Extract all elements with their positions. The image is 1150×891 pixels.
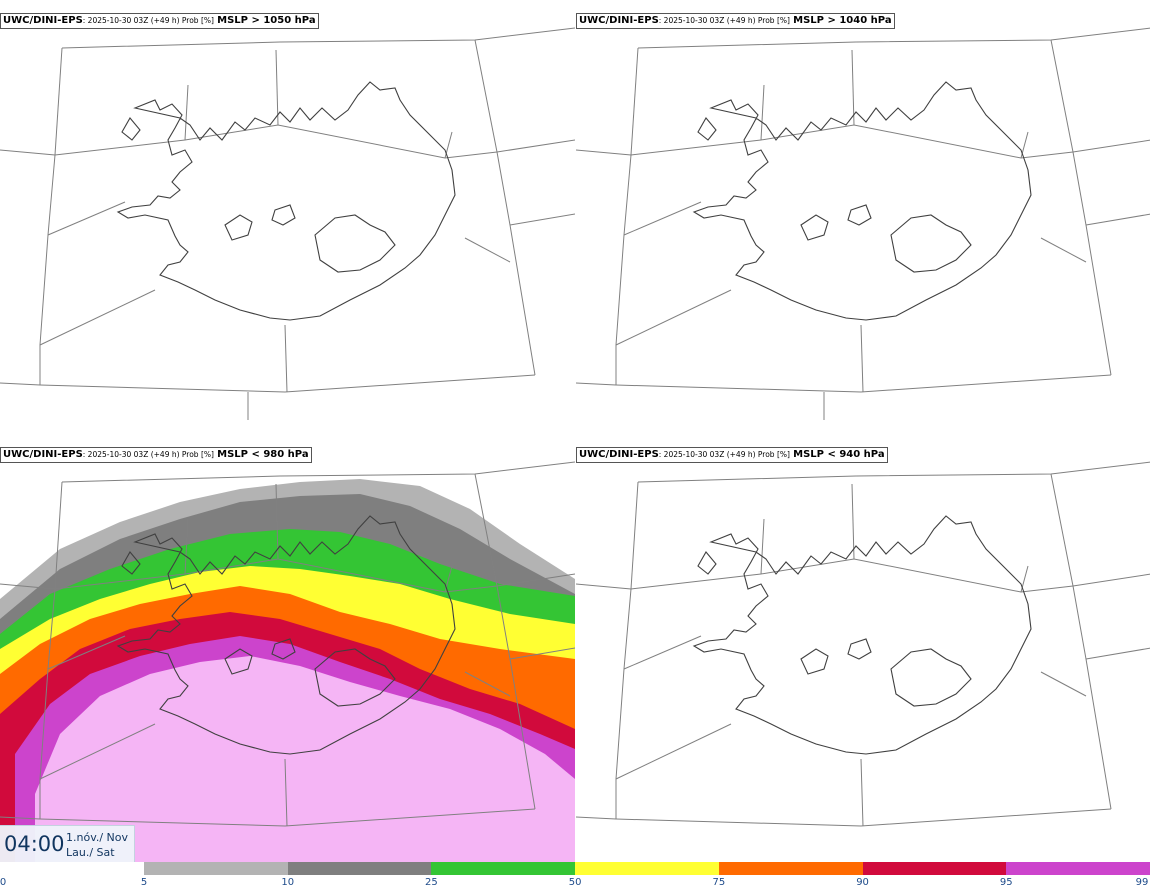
valid-time: 04:00 [4, 832, 65, 856]
field-name: MSLP < 940 hPa [793, 449, 885, 460]
field-name: MSLP > 1040 hPa [793, 15, 892, 26]
colorbar-segment [862, 862, 1007, 875]
map-canvas [576, 461, 1150, 827]
map-canvas [0, 461, 575, 866]
colorbar-segment [0, 862, 144, 875]
colorbar-segment [1006, 862, 1150, 875]
colorbar-segment [144, 862, 288, 875]
map-panel-mslp-lt-940: UWC/DINI-EPS: 2025-10-30 03Z (+49 h) Pro… [576, 434, 1150, 866]
colorbar-tick-label: 25 [425, 877, 438, 888]
map-panel-mslp-gt-1040: UWC/DINI-EPS: 2025-10-30 03Z (+49 h) Pro… [576, 0, 1150, 432]
map-canvas [0, 27, 575, 420]
run-info: : 2025-10-30 03Z (+49 h) Prob [%] [82, 16, 214, 25]
colorbar-tick-label: 0 [0, 877, 7, 888]
map-canvas [576, 27, 1150, 420]
iceland-coastline [692, 81, 1032, 321]
colorbar-segment [287, 862, 432, 875]
colorbar-segment [575, 862, 719, 875]
model-name: UWC/DINI-EPS [3, 15, 83, 26]
map-panel-mslp-lt-980: UWC/DINI-EPS: 2025-10-30 03Z (+49 h) Pro… [0, 434, 575, 866]
colorbar-tick-label: 95 [999, 877, 1013, 888]
colorbar-segment [718, 862, 863, 875]
map-panel-mslp-gt-1050: UWC/DINI-EPS: 2025-10-30 03Z (+49 h) Pro… [0, 0, 575, 432]
model-name: UWC/DINI-EPS [579, 15, 659, 26]
region-boundaries [576, 461, 1150, 827]
model-name: UWC/DINI-EPS [579, 449, 659, 460]
colorbar-segment [431, 862, 576, 875]
region-boundaries [0, 461, 575, 827]
model-name: UWC/DINI-EPS [3, 449, 83, 460]
colorbar-tick-label: 75 [712, 877, 726, 888]
colorbar-tick-label: 90 [856, 877, 869, 888]
colorbar-tick-label: 10 [281, 877, 295, 888]
colorbar-tick-label: 50 [568, 877, 582, 888]
iceland-coastline [116, 81, 456, 321]
valid-date-line2: Lau./ Sat [66, 846, 115, 859]
prob-band-99 [35, 656, 575, 866]
iceland-coastline [692, 515, 1032, 755]
field-name: MSLP < 980 hPa [217, 449, 309, 460]
valid-time-box: 04:00 1.nóv./ Nov Lau./ Sat [0, 825, 135, 864]
colorbar-tick-label: 5 [140, 877, 148, 888]
iceland-coastline [116, 515, 456, 755]
panel-title: UWC/DINI-EPS: 2025-10-30 03Z (+49 h) Pro… [576, 13, 895, 29]
probability-colorbar [0, 862, 1150, 876]
run-info: : 2025-10-30 03Z (+49 h) Prob [%] [82, 450, 214, 459]
valid-date-line1: 1.nóv./ Nov [66, 831, 129, 844]
run-info: : 2025-10-30 03Z (+49 h) Prob [%] [658, 450, 790, 459]
panel-title: UWC/DINI-EPS: 2025-10-30 03Z (+49 h) Pro… [576, 447, 888, 463]
run-info: : 2025-10-30 03Z (+49 h) Prob [%] [658, 16, 790, 25]
field-name: MSLP > 1050 hPa [217, 15, 316, 26]
colorbar-tick-label: 99 [1135, 877, 1149, 888]
probability-fill [0, 479, 575, 866]
region-boundaries [576, 27, 1150, 420]
panel-title: UWC/DINI-EPS: 2025-10-30 03Z (+49 h) Pro… [0, 447, 312, 463]
panel-title: UWC/DINI-EPS: 2025-10-30 03Z (+49 h) Pro… [0, 13, 319, 29]
region-boundaries [0, 27, 575, 420]
